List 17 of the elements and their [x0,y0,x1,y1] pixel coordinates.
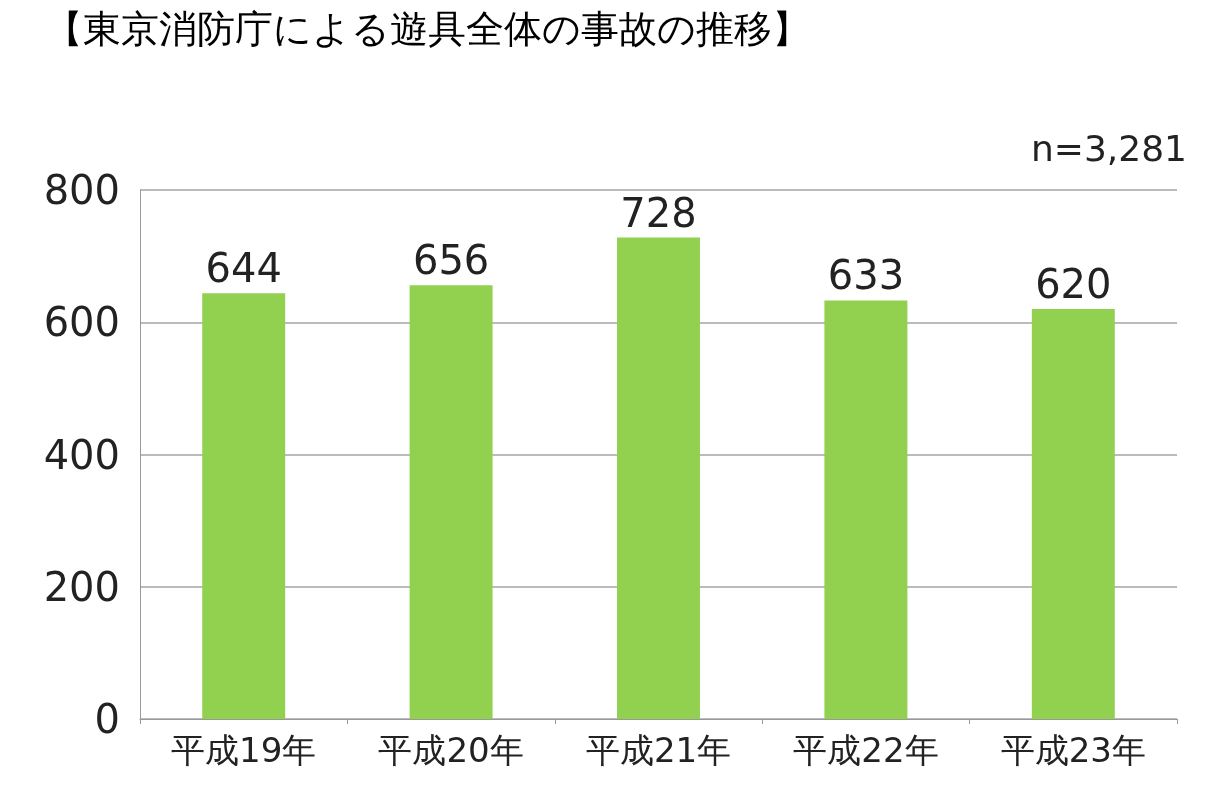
x-tick-label: 平成22年 [793,730,939,770]
y-tick-label: 200 [43,563,120,610]
data-label: 728 [620,189,697,236]
y-tick-label: 600 [43,299,120,346]
y-tick-label: 800 [43,167,120,213]
x-tick-label: 平成19年 [171,730,317,770]
x-tick-label: 平成21年 [585,730,732,770]
y-tick-label: 400 [43,431,120,478]
x-tick-label: 平成20年 [378,730,524,770]
data-label: 620 [1035,261,1112,308]
data-label: 644 [205,245,282,292]
chart-title: 【東京消防庁による遊具全体の事故の推移】 [45,7,810,51]
y-tick-label: 0 [94,696,120,742]
text: n=3,281 [1030,127,1188,169]
data-label: 633 [827,252,905,299]
data-label: 656 [412,237,490,284]
x-tick-label: 平成23年 [1000,730,1146,770]
